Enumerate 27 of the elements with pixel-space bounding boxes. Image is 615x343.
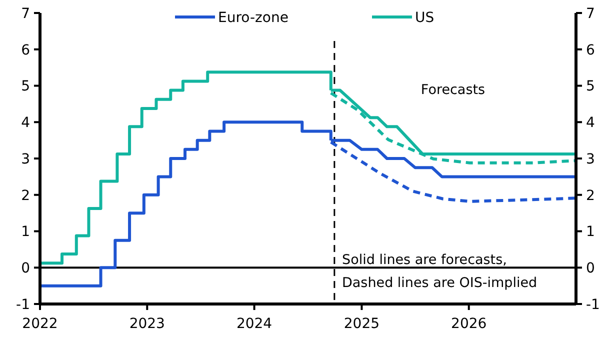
y2-tick-label: 7 [586, 6, 595, 22]
y-tick-label: 7 [21, 6, 30, 22]
y-tick-label: 2 [21, 188, 30, 204]
y-tick-label: 5 [21, 78, 30, 95]
y2-tick-label: -1 [586, 296, 600, 313]
y-tick-label: 1 [21, 224, 30, 240]
x-tick-label: 2025 [344, 316, 380, 332]
y2-tick-label: 6 [586, 42, 595, 58]
annotation: Solid lines are forecasts, Dashed lines are OIS-implied [342, 252, 538, 291]
y2-tick-label: 3 [586, 151, 595, 168]
x-tick-label: 2023 [129, 316, 165, 332]
y-tick-label: -1 [16, 296, 30, 313]
y-tick-label: 0 [21, 260, 30, 277]
y-tick-label: 6 [21, 42, 30, 58]
y2-tick-label: 0 [586, 260, 595, 277]
x-tick-label: 2022 [22, 316, 58, 332]
y2-tick-label: 4 [586, 115, 595, 132]
y2-tick-label: 1 [586, 224, 595, 240]
y2-tick-label: 2 [586, 188, 595, 204]
legend-label: US [415, 10, 434, 26]
y-tick-label: 3 [21, 151, 30, 168]
legend-label: Euro-zone [218, 10, 288, 26]
y2-tick-label: 5 [586, 78, 595, 95]
x-tick-label: 2026 [451, 316, 487, 332]
x-tick-label: 2024 [236, 316, 272, 332]
annotation: Forecasts [420, 82, 486, 98]
y-tick-label: 4 [21, 115, 30, 132]
